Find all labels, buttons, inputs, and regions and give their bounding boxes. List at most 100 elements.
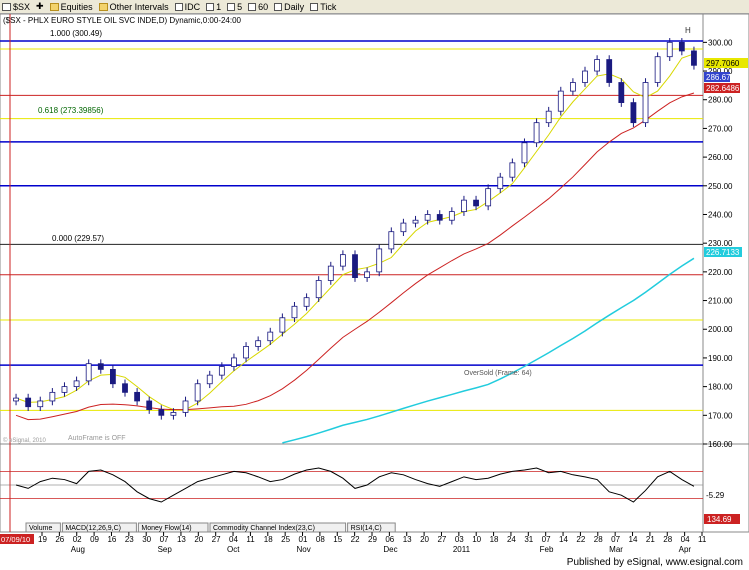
candle-body-14: [182, 400, 189, 413]
price-chart[interactable]: ($SX - PHLX EURO STYLE OIL SVC INDE,D) D…: [0, 13, 749, 556]
interval-1-button[interactable]: 1: [206, 2, 221, 12]
x-tick-label-30: 14: [559, 535, 568, 544]
interval-60-label: 60: [258, 1, 269, 12]
x-tick-label-16: 08: [316, 535, 325, 544]
low-marker: L: [356, 267, 361, 276]
fib-618-label: 0.618 (273.39856): [38, 106, 104, 115]
indicator-tab-4[interactable]: [347, 522, 396, 533]
interval-5-button[interactable]: 5: [227, 2, 242, 12]
red-price-label: 282.6486: [706, 84, 740, 93]
x-tick-label-7: 07: [160, 535, 169, 544]
equities-dropdown[interactable]: Equities: [49, 2, 93, 12]
x-tick-label-36: 28: [663, 535, 672, 544]
candle-body-21: [267, 331, 274, 342]
cyan-price-tag: [704, 247, 742, 257]
osc-value-label: -5.29: [706, 491, 725, 500]
toolbar: $SX ✚ Equities Other Intervals IDC 1 5 6…: [0, 0, 749, 14]
y-tick-label-1: 290.00: [708, 67, 733, 76]
x-tick-label-20: 06: [385, 535, 394, 544]
candle-body-35: [436, 214, 443, 221]
x-month-label-29: Feb: [540, 545, 554, 554]
x-month-label-2: Aug: [71, 545, 85, 554]
x-tick-label-23: 27: [437, 535, 446, 544]
candle-body-51: [630, 102, 637, 124]
autoframe-label: AutoFrame is OFF: [68, 435, 126, 442]
candle-body-56: [691, 50, 697, 66]
idc-button[interactable]: IDC: [174, 2, 200, 12]
y-tick-label-2: 280.00: [708, 96, 733, 105]
x-tick-label-15: 01: [299, 535, 308, 544]
symbol-button[interactable]: $SX: [2, 2, 30, 12]
candle-body-38: [473, 199, 479, 207]
candle-body-19: [243, 346, 249, 359]
y-tick-label-13: 170.00: [708, 411, 733, 420]
indicator-tab-label-3: Commodity Channel Index(23,C): [213, 525, 315, 532]
indicator-tab-label-0: Volume: [29, 525, 52, 532]
x-tick-label-8: 13: [177, 535, 186, 544]
indicator-tab-2[interactable]: [137, 522, 209, 533]
candle-body-37: [461, 199, 467, 213]
x-month-label-37: Apr: [679, 545, 692, 554]
x-tick-label-25: 10: [472, 535, 481, 544]
other-intervals-dropdown[interactable]: Other Intervals: [98, 2, 169, 12]
indicator-tab-0[interactable]: [25, 522, 61, 533]
tick-label: Tick: [320, 1, 337, 12]
candle-body-15: [194, 383, 201, 402]
candle-body-47: [582, 70, 588, 83]
x-tick-label-31: 22: [576, 535, 585, 544]
symbol-label: $SX: [13, 1, 31, 12]
candle-body-39: [485, 188, 492, 207]
y-tick-label-14: 160.00: [708, 440, 733, 449]
indicator-tab-1[interactable]: [61, 522, 137, 533]
candle-body-29: [364, 271, 371, 278]
x-tick-label-1: 26: [55, 535, 64, 544]
interval-60-checkbox-icon: [248, 2, 257, 11]
idc-checkbox-icon: [174, 2, 183, 11]
x-tick-label-27: 24: [507, 535, 516, 544]
x-tick-label-37: 04: [681, 535, 690, 544]
candle-body-16: [206, 374, 213, 385]
candle-body-23: [291, 305, 298, 319]
indicator-tab-label-2: Money Flow(14): [141, 525, 191, 532]
candle-body-32: [400, 222, 407, 233]
footer: Published by eSignal, www.esignal.com: [0, 556, 749, 570]
osc-red-label: 134.69: [707, 515, 732, 524]
x-tick-label-35: 21: [646, 535, 655, 544]
yellow-price-tag: [704, 58, 748, 68]
x-month-label-33: Mar: [609, 545, 623, 554]
candle-body-33: [412, 219, 419, 224]
y-tick-label-12: 180.00: [708, 383, 733, 392]
x-tick-label-5: 23: [125, 535, 134, 544]
candle-body-49: [606, 59, 613, 83]
candle-body-42: [521, 142, 528, 164]
indicator-tab-3[interactable]: [209, 522, 347, 533]
candle-body-22: [279, 317, 286, 333]
x-month-label-15: Nov: [297, 545, 311, 554]
yellow-price-label: 297.7060: [706, 59, 740, 68]
candle-body-53: [654, 56, 661, 83]
x-tick-label-6: 30: [142, 535, 151, 544]
candle-body-31: [388, 231, 395, 250]
candle-body-7: [97, 363, 104, 370]
start-date-label: 07/09/10: [1, 535, 30, 544]
x-tick-label-0: 19: [38, 535, 47, 544]
interval-60-button[interactable]: 60: [248, 2, 268, 12]
daily-button[interactable]: Daily: [274, 2, 304, 12]
tick-checkbox-icon: [310, 2, 319, 11]
candle-body-25: [315, 280, 322, 299]
candle-body-46: [569, 82, 576, 92]
cyan-price-label: 226.7133: [706, 248, 740, 257]
plus-button[interactable]: ✚: [36, 1, 44, 12]
tick-button[interactable]: Tick: [310, 2, 336, 12]
interval-5-label: 5: [237, 1, 243, 12]
candle-body-28: [352, 254, 358, 278]
y-tick-label-0: 300.00: [708, 38, 733, 47]
high-marker: H: [685, 26, 691, 35]
chart-area[interactable]: ($SX - PHLX EURO STYLE OIL SVC INDE,D) D…: [0, 13, 749, 556]
candle-body-36: [448, 211, 455, 221]
x-month-label-11: Oct: [227, 545, 240, 554]
y-tick-label-8: 220.00: [708, 268, 733, 277]
footer-label: Published by eSignal, www.esignal.com: [566, 557, 743, 568]
